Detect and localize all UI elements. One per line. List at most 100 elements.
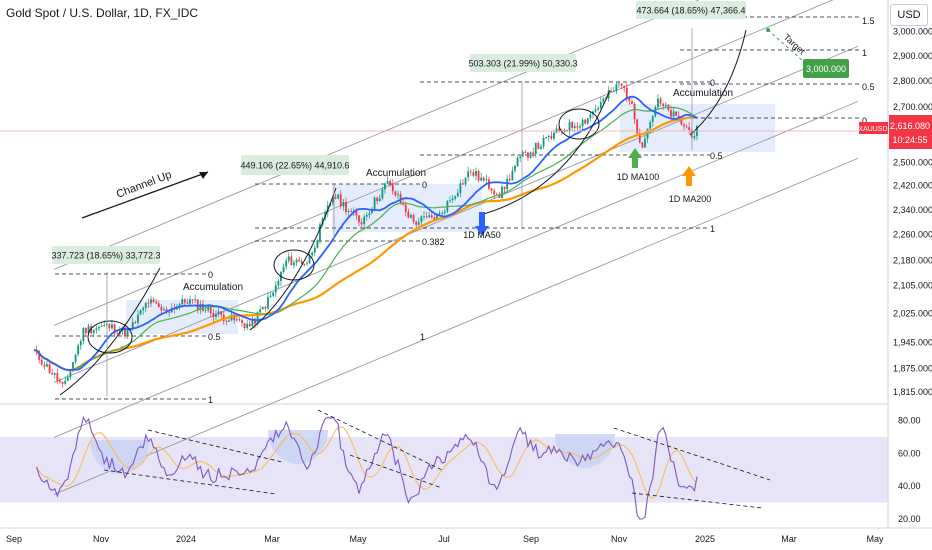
fib-label: 0.382: [422, 237, 445, 247]
candle-body: [482, 177, 485, 181]
measurement-label-0: 337.723 (18.65%) 33,772.3: [51, 251, 160, 261]
ma-label-2: 1D MA200: [669, 194, 712, 204]
channel-line-4: [53, 157, 859, 495]
candle-body: [420, 216, 423, 223]
candle-body: [670, 110, 672, 117]
candle-body: [126, 330, 129, 337]
y-tick-label: 2,260.000: [893, 230, 932, 240]
candle-body: [373, 197, 376, 209]
fib-label: 0.5: [208, 332, 221, 342]
x-tick-label: Nov: [611, 534, 628, 544]
projection-curve-0: [59, 267, 161, 396]
candle-body: [685, 126, 688, 128]
candle-body: [430, 215, 433, 218]
candle-body: [196, 299, 199, 310]
candle-body: [519, 156, 522, 158]
candle-body: [680, 118, 683, 125]
candle-body: [389, 181, 392, 184]
candle-body: [293, 262, 295, 266]
candle-body: [264, 306, 267, 309]
candle-body: [459, 183, 462, 194]
x-tick-label: May: [349, 534, 367, 544]
candle-body: [589, 114, 592, 119]
candle-body: [147, 303, 150, 304]
candle-body: [365, 215, 368, 217]
candle-body: [178, 304, 181, 307]
candle-body: [511, 170, 514, 181]
candle-body: [503, 186, 506, 190]
y-tick-label: 2,180.000: [893, 256, 932, 266]
ma100-line: [33, 106, 698, 371]
candle-body: [529, 152, 532, 158]
candle-body: [204, 310, 207, 312]
measurement-label-3: 473.664 (18.65%) 47,366.4: [636, 6, 745, 16]
candle-body: [397, 194, 399, 196]
candle-body: [215, 314, 217, 318]
currency-button[interactable]: USD: [890, 4, 928, 26]
candle-body: [407, 211, 410, 218]
drawings: [0, 28, 888, 396]
fib-label: 1.5: [862, 16, 875, 26]
candle-body: [53, 372, 56, 375]
candle-body: [163, 309, 165, 311]
candle-body: [597, 108, 600, 110]
candle-body: [217, 311, 220, 315]
candle-body: [199, 304, 202, 310]
candle-body: [82, 327, 85, 342]
y-tick-label: 2,700.000: [893, 102, 932, 112]
candle-body: [191, 299, 194, 301]
candle-body: [386, 181, 389, 184]
candle-body: [423, 216, 425, 218]
candle-body: [436, 214, 438, 220]
measurement-label-2: 503.303 (21.99%) 50,330.3: [468, 59, 577, 69]
rsi-tick-label: 40.00: [898, 481, 921, 491]
candle-body: [51, 372, 54, 375]
candle-body: [235, 319, 238, 321]
candle-body: [137, 314, 139, 323]
accumulation-label-1: Accumulation: [366, 168, 426, 179]
y-tick-label: 2,420.000: [893, 181, 932, 191]
rsi-trendline-3: [349, 454, 443, 489]
rsi-trendline-2: [317, 409, 443, 471]
candle-body: [464, 177, 467, 185]
candle-body: [144, 303, 147, 308]
candle-body: [181, 299, 184, 305]
candle-body: [571, 121, 574, 128]
candle-body: [664, 104, 667, 106]
candle-body: [116, 333, 119, 335]
candle-body: [662, 103, 665, 106]
candle-body: [61, 382, 64, 384]
candle-body: [540, 146, 542, 149]
candle-body: [581, 119, 584, 127]
channel-line-0: [53, 0, 700, 270]
candle-body: [38, 350, 41, 360]
candle-body: [40, 359, 43, 365]
candle-body: [345, 201, 347, 213]
ma-label-0: 1D MA50: [463, 230, 501, 240]
candle-body: [100, 325, 103, 327]
candle-body: [85, 327, 87, 334]
ma100-arrow: [628, 148, 642, 168]
candle-body: [56, 372, 59, 381]
candle-body: [355, 210, 358, 216]
candle-body: [521, 151, 524, 157]
candle-body: [220, 311, 223, 315]
candle-body: [157, 303, 160, 307]
candle-body: [290, 256, 293, 266]
candle-body: [610, 91, 613, 92]
y-tick-label: 2,500.000: [893, 157, 932, 167]
candle-body: [443, 211, 446, 213]
candle-body: [675, 111, 678, 116]
candle-body: [456, 193, 459, 197]
x-tick-label: Jul: [438, 534, 450, 544]
candle-body: [683, 124, 685, 127]
target-value-label-bg: [803, 59, 849, 78]
x-tick-label: Sep: [6, 534, 22, 544]
candle-body: [277, 280, 280, 286]
candle-body: [202, 304, 204, 311]
candle-body: [628, 97, 631, 102]
symbol-tag: XAUUSD: [858, 126, 887, 133]
candle-body: [537, 142, 540, 149]
candle-body: [553, 132, 555, 139]
